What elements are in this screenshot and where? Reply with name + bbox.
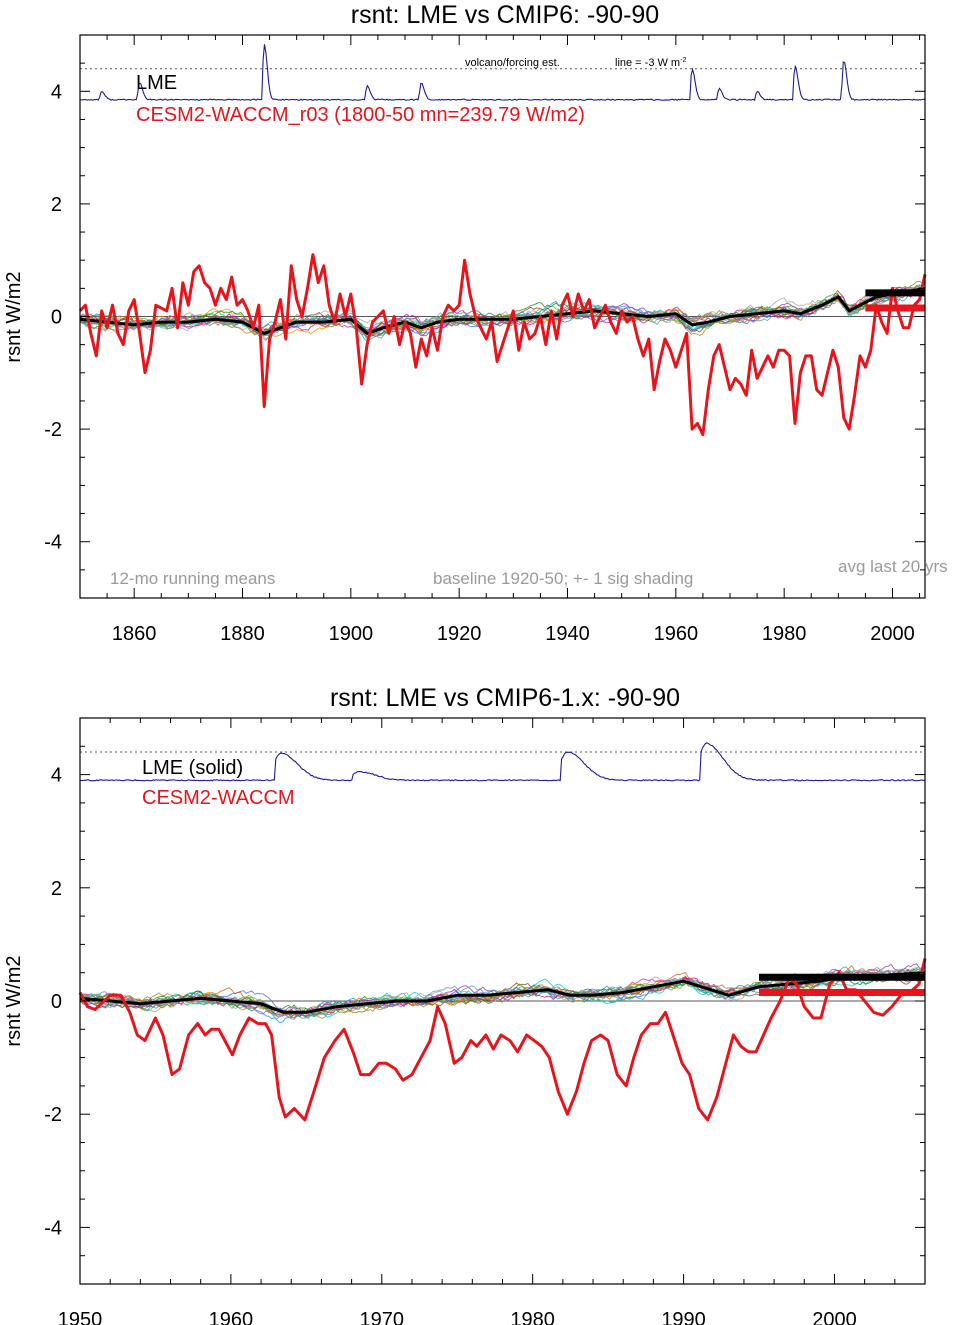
x-tick-label: 1960 xyxy=(654,623,699,645)
ensemble-member-line xyxy=(79,283,926,341)
x-tick-label: 1990 xyxy=(661,1309,706,1325)
x-tick-label: 1950 xyxy=(58,1309,103,1325)
annotation-line: line = -3 W m-2 xyxy=(615,57,686,69)
x-tick-label: 1880 xyxy=(220,623,265,645)
lme-mean-line xyxy=(79,971,926,1014)
x-tick-label: 1900 xyxy=(329,623,374,645)
y-tick-label: -4 xyxy=(44,1217,62,1239)
annotation-volcano: volcano/forcing est. xyxy=(465,57,560,69)
legend-entry-model: CESM2-WACCM_r03 (1800-50 mn=239.79 W/m2) xyxy=(136,104,585,126)
y-tick-label: 4 xyxy=(51,81,62,103)
y-tick-label: 2 xyxy=(51,878,62,900)
y-tick-label: 4 xyxy=(51,765,62,787)
x-tick-label: 1860 xyxy=(112,623,157,645)
annotation-avg-last: avg last 20 yrs xyxy=(838,557,948,576)
y-tick-label: 2 xyxy=(51,194,62,216)
y-axis-label: rsnt W/m2 xyxy=(3,955,25,1046)
legend-entry-lme: LME (solid) xyxy=(142,757,243,779)
y-tick-label: 0 xyxy=(51,991,62,1013)
x-tick-label: 1980 xyxy=(510,1309,555,1325)
x-tick-label: 2000 xyxy=(812,1309,857,1325)
annotation-baseline: baseline 1920-50; +- 1 sig shading xyxy=(433,569,693,588)
chart-panel-top: rsnt: LME vs CMIP6: -90-90 rsnt W/m2 -4-… xyxy=(3,1,948,645)
volcano-forcing-line xyxy=(80,44,926,102)
ensemble-member-line xyxy=(79,286,926,333)
series-layer xyxy=(78,742,927,1122)
annotation-running-means: 12-mo running means xyxy=(110,569,275,588)
y-axis-label: rsnt W/m2 xyxy=(3,271,25,362)
ensemble-member-line xyxy=(79,286,926,336)
y-tick-label: 0 xyxy=(51,307,62,329)
legend-entry-model: CESM2-WACCM xyxy=(142,787,295,809)
chart-title: rsnt: LME vs CMIP6-1.x: -90-90 xyxy=(330,684,680,712)
axis-layer: -4 -2 0 2 4 1860 1880 1900 1920 1940 1960 1980 2000 xyxy=(44,34,926,645)
y-tick-label: -4 xyxy=(44,532,62,554)
axis-layer: -4 -2 0 2 4 1950 1960 1970 1980 1990 2000 xyxy=(44,717,926,1325)
model-line xyxy=(78,253,927,437)
legend-entry-lme: LME xyxy=(136,72,177,94)
y-tick-label: -2 xyxy=(44,419,62,441)
x-tick-label: 1970 xyxy=(360,1309,405,1325)
x-tick-label: 2000 xyxy=(870,623,915,645)
model-line xyxy=(78,958,927,1122)
chart-title: rsnt: LME vs CMIP6: -90-90 xyxy=(351,1,659,29)
x-tick-label: 1960 xyxy=(209,1309,254,1325)
x-tick-label: 1940 xyxy=(545,623,590,645)
x-tick-label: 1920 xyxy=(437,623,482,645)
series-layer xyxy=(78,44,927,437)
volcano-forcing-line xyxy=(79,742,926,782)
chart-panel-bottom: rsnt: LME vs CMIP6-1.x: -90-90 rsnt W/m2… xyxy=(3,684,927,1325)
y-tick-label: -2 xyxy=(44,1104,62,1126)
ensemble-member-line xyxy=(79,289,926,337)
x-tick-label: 1980 xyxy=(762,623,807,645)
